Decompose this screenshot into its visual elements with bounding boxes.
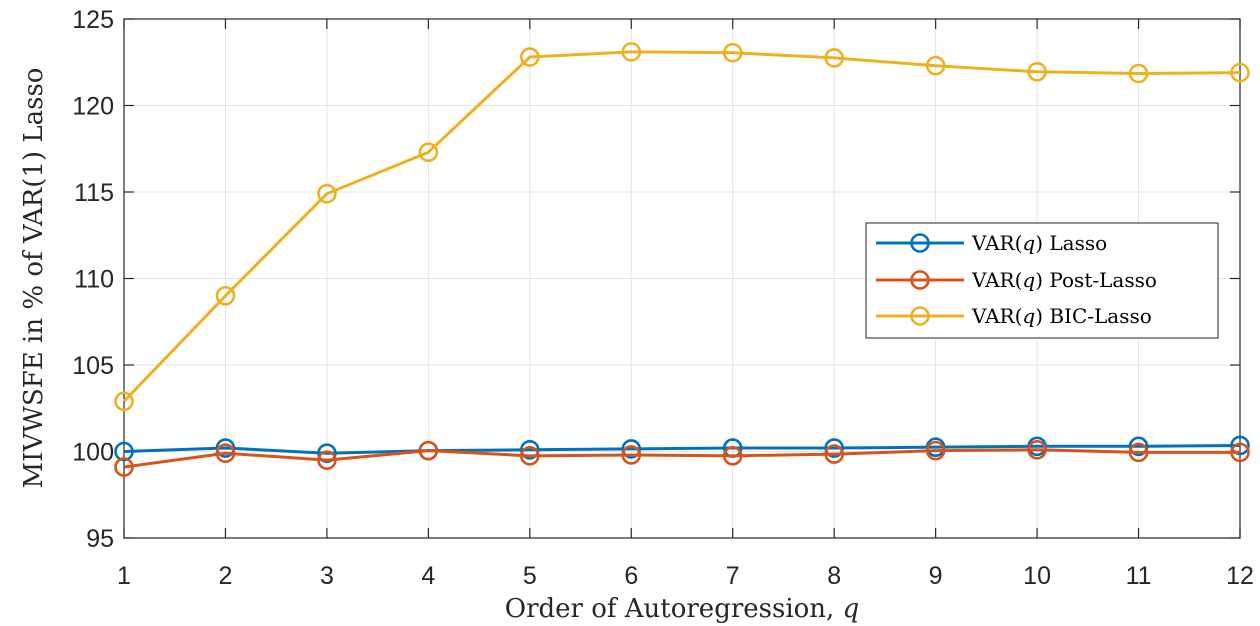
legend-marker [910, 306, 930, 326]
data-point [520, 47, 540, 67]
series-line [123, 443, 1241, 455]
legend-label: VAR(q) Post-Lasso [971, 268, 1157, 292]
legend: VAR(q) Lasso VAR(q) Post-Lasso VAR(q) BIC-… [865, 222, 1219, 339]
x-tick-label: 3 [320, 562, 334, 590]
data-point [925, 55, 946, 76]
series-1 [114, 439, 1250, 477]
x-tick-label: 10 [1023, 562, 1051, 590]
data-point [520, 439, 540, 460]
x-tick-label: 1 [117, 562, 131, 590]
legend-marker [910, 270, 930, 290]
x-tick-label: 6 [624, 562, 638, 590]
x-tick-label: 8 [827, 562, 841, 590]
data-point [621, 439, 642, 459]
y-axis: 95 100 105 110 115 120 125 [72, 6, 1240, 553]
legend-marker [910, 233, 930, 253]
x-axis-label: Order of Autoregression, q [505, 594, 860, 624]
data-point [317, 443, 337, 464]
series-layer [114, 42, 1250, 477]
data-point [418, 440, 439, 461]
y-axis-label: MIVWSFE in % of VAR(1) Lasso [19, 68, 49, 489]
x-tick-label: 12 [1226, 562, 1254, 590]
data-point [114, 391, 134, 412]
data-point [1230, 442, 1250, 463]
data-point [1128, 63, 1149, 84]
x-axis: 1 2 3 4 5 6 7 8 9 10 11 12 [117, 19, 1254, 590]
data-point [114, 457, 134, 477]
data-point [215, 443, 236, 464]
legend-label: VAR(q) BIC-Lasso [971, 304, 1152, 328]
series-line [123, 448, 1240, 469]
data-point [317, 183, 337, 204]
series-line [122, 50, 1241, 403]
x-tick-label: 7 [726, 562, 740, 590]
x-tick-label: 11 [1126, 562, 1152, 590]
data-point [824, 444, 844, 464]
y-tick-label: 100 [72, 439, 114, 467]
data-point [215, 438, 236, 458]
data-point [1230, 435, 1250, 456]
y-tick-label: 115 [74, 179, 114, 207]
data-point [824, 438, 844, 458]
series-2 [114, 42, 1250, 412]
y-tick-label: 120 [72, 93, 114, 121]
data-point [1128, 442, 1149, 463]
data-point [925, 440, 946, 461]
data-point [215, 285, 236, 306]
legend-label: VAR(q) Lasso [971, 231, 1107, 255]
data-point [418, 142, 439, 163]
data-point [317, 450, 337, 470]
y-tick-label: 110 [74, 266, 114, 294]
data-point [621, 42, 642, 62]
data-point [114, 441, 134, 462]
data-point [1128, 436, 1149, 457]
data-point [824, 48, 844, 68]
x-tick-label: 9 [929, 562, 943, 590]
data-point [1230, 62, 1250, 83]
y-tick-label: 105 [72, 352, 114, 380]
x-tick-label: 5 [523, 562, 537, 590]
data-point [520, 446, 540, 466]
y-tick-label: 125 [72, 6, 114, 34]
data-point [722, 446, 743, 466]
x-tick-label: 4 [421, 562, 435, 590]
data-point [1027, 61, 1047, 82]
x-tick-label: 2 [219, 562, 233, 590]
y-tick-label: 95 [86, 525, 114, 553]
data-point [1027, 439, 1047, 460]
data-point [621, 445, 642, 465]
data-point [722, 42, 743, 63]
